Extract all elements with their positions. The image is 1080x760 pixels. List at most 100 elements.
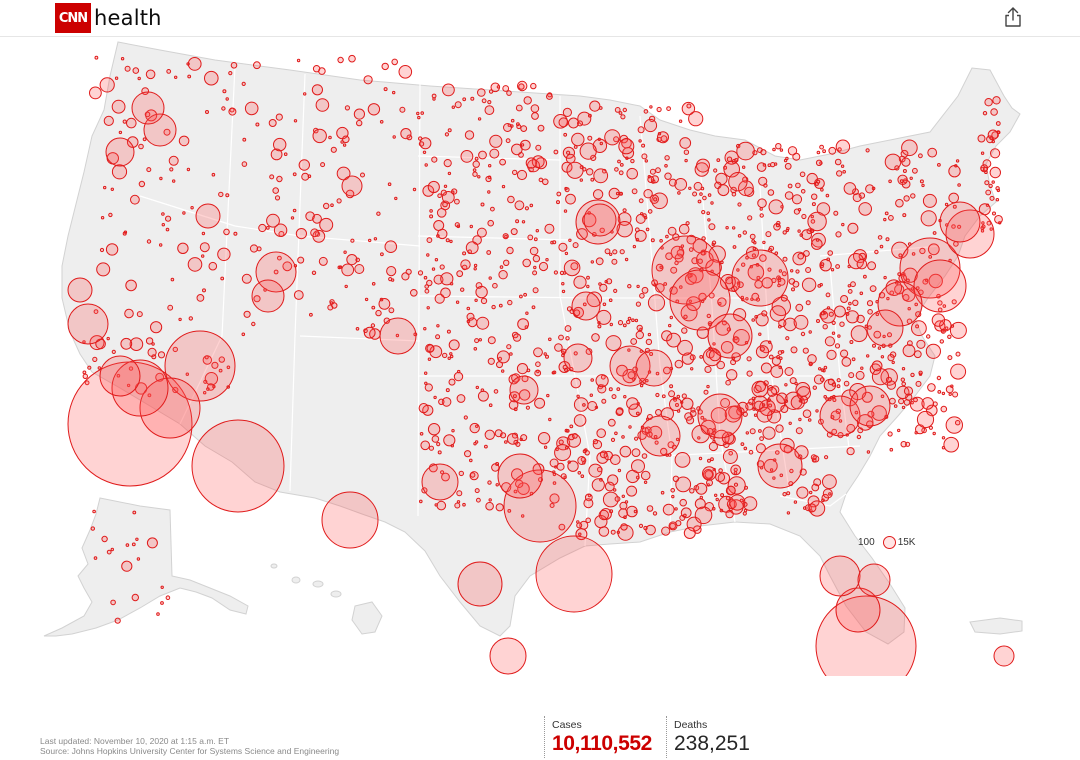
county-bubble[interactable] <box>823 365 828 370</box>
county-bubble[interactable] <box>124 65 131 72</box>
county-bubble[interactable] <box>571 132 585 147</box>
county-bubble[interactable] <box>518 389 531 401</box>
county-bubble[interactable] <box>437 450 442 455</box>
county-bubble[interactable] <box>824 336 836 347</box>
county-bubble[interactable] <box>852 193 862 203</box>
county-bubble[interactable] <box>621 435 625 439</box>
county-bubble[interactable] <box>670 266 678 274</box>
county-bubble[interactable] <box>464 130 475 140</box>
county-bubble[interactable] <box>901 405 906 410</box>
county-bubble[interactable] <box>472 160 480 168</box>
county-bubble[interactable] <box>761 310 768 317</box>
county-bubble[interactable] <box>275 113 283 121</box>
county-bubble[interactable] <box>472 171 478 177</box>
county-bubble[interactable] <box>833 210 839 216</box>
county-bubble[interactable] <box>840 295 849 303</box>
county-bubble[interactable] <box>631 448 641 458</box>
county-bubble[interactable] <box>677 191 681 195</box>
county-bubble[interactable] <box>775 143 782 150</box>
county-bubble[interactable] <box>903 386 914 396</box>
county-bubble[interactable] <box>273 269 279 275</box>
county-bubble[interactable] <box>514 200 525 211</box>
county-bubble[interactable] <box>473 267 477 271</box>
county-bubble[interactable] <box>867 309 873 315</box>
county-bubble[interactable] <box>543 352 547 356</box>
county-bubble[interactable] <box>392 90 396 95</box>
county-bubble[interactable] <box>634 229 647 242</box>
county-bubble[interactable] <box>655 371 660 376</box>
county-bubble[interactable] <box>469 471 479 481</box>
county-bubble[interactable] <box>480 297 488 305</box>
county-bubble[interactable] <box>807 354 817 364</box>
county-bubble[interactable] <box>460 287 465 292</box>
county-bubble[interactable] <box>576 522 583 529</box>
county-bubble[interactable] <box>159 176 163 181</box>
county-bubble[interactable] <box>373 237 378 241</box>
county-bubble[interactable] <box>622 323 627 328</box>
county-bubble[interactable] <box>670 488 676 493</box>
county-bubble[interactable] <box>707 218 711 222</box>
county-bubble[interactable] <box>379 317 417 355</box>
county-bubble[interactable] <box>391 58 399 66</box>
county-bubble[interactable] <box>577 111 592 126</box>
county-bubble[interactable] <box>775 450 780 455</box>
county-bubble[interactable] <box>67 303 109 345</box>
county-bubble[interactable] <box>519 294 523 299</box>
county-bubble[interactable] <box>587 401 598 411</box>
county-bubble[interactable] <box>164 330 236 402</box>
county-bubble[interactable] <box>576 228 588 240</box>
county-bubble[interactable] <box>653 435 658 439</box>
county-bubble[interactable] <box>543 445 548 449</box>
county-bubble[interactable] <box>609 322 613 327</box>
county-bubble[interactable] <box>882 334 886 339</box>
county-bubble[interactable] <box>131 593 140 602</box>
county-bubble[interactable] <box>644 426 652 434</box>
county-bubble[interactable] <box>745 402 754 411</box>
county-bubble[interactable] <box>618 111 623 115</box>
county-bubble[interactable] <box>823 311 827 315</box>
county-bubble[interactable] <box>242 137 247 142</box>
county-bubble[interactable] <box>167 304 174 311</box>
county-bubble[interactable] <box>594 515 608 529</box>
county-bubble[interactable] <box>187 74 192 79</box>
county-bubble[interactable] <box>660 490 665 495</box>
county-bubble[interactable] <box>824 455 829 460</box>
county-bubble[interactable] <box>810 219 816 224</box>
county-bubble[interactable] <box>680 304 698 322</box>
county-bubble[interactable] <box>706 479 713 487</box>
county-bubble[interactable] <box>822 488 833 499</box>
county-bubble[interactable] <box>92 356 98 362</box>
county-bubble[interactable] <box>640 470 651 481</box>
county-bubble[interactable] <box>491 463 500 472</box>
county-bubble[interactable] <box>323 202 330 210</box>
county-bubble[interactable] <box>980 164 989 173</box>
county-bubble[interactable] <box>909 176 913 181</box>
county-bubble[interactable] <box>82 373 89 379</box>
county-bubble[interactable] <box>546 393 550 398</box>
county-bubble[interactable] <box>265 226 270 230</box>
county-bubble[interactable] <box>422 150 427 155</box>
county-bubble[interactable] <box>456 270 464 278</box>
county-bubble[interactable] <box>947 355 953 361</box>
county-bubble[interactable] <box>563 132 568 137</box>
county-bubble[interactable] <box>607 418 616 427</box>
county-bubble[interactable] <box>708 441 719 452</box>
county-bubble[interactable] <box>497 356 503 361</box>
county-bubble[interactable] <box>701 236 706 241</box>
county-bubble[interactable] <box>805 300 811 306</box>
county-bubble[interactable] <box>770 365 784 378</box>
county-bubble[interactable] <box>745 255 749 260</box>
county-bubble[interactable] <box>491 304 496 310</box>
county-bubble[interactable] <box>582 167 587 172</box>
county-bubble[interactable] <box>988 183 993 189</box>
county-bubble[interactable] <box>520 143 525 147</box>
county-bubble[interactable] <box>707 313 753 359</box>
county-bubble[interactable] <box>697 393 743 439</box>
county-bubble[interactable] <box>310 228 320 238</box>
county-bubble[interactable] <box>643 525 648 531</box>
county-bubble[interactable] <box>828 492 832 496</box>
county-bubble[interactable] <box>604 481 615 492</box>
county-bubble[interactable] <box>736 268 740 272</box>
county-bubble[interactable] <box>174 75 178 79</box>
county-bubble[interactable] <box>251 279 285 313</box>
